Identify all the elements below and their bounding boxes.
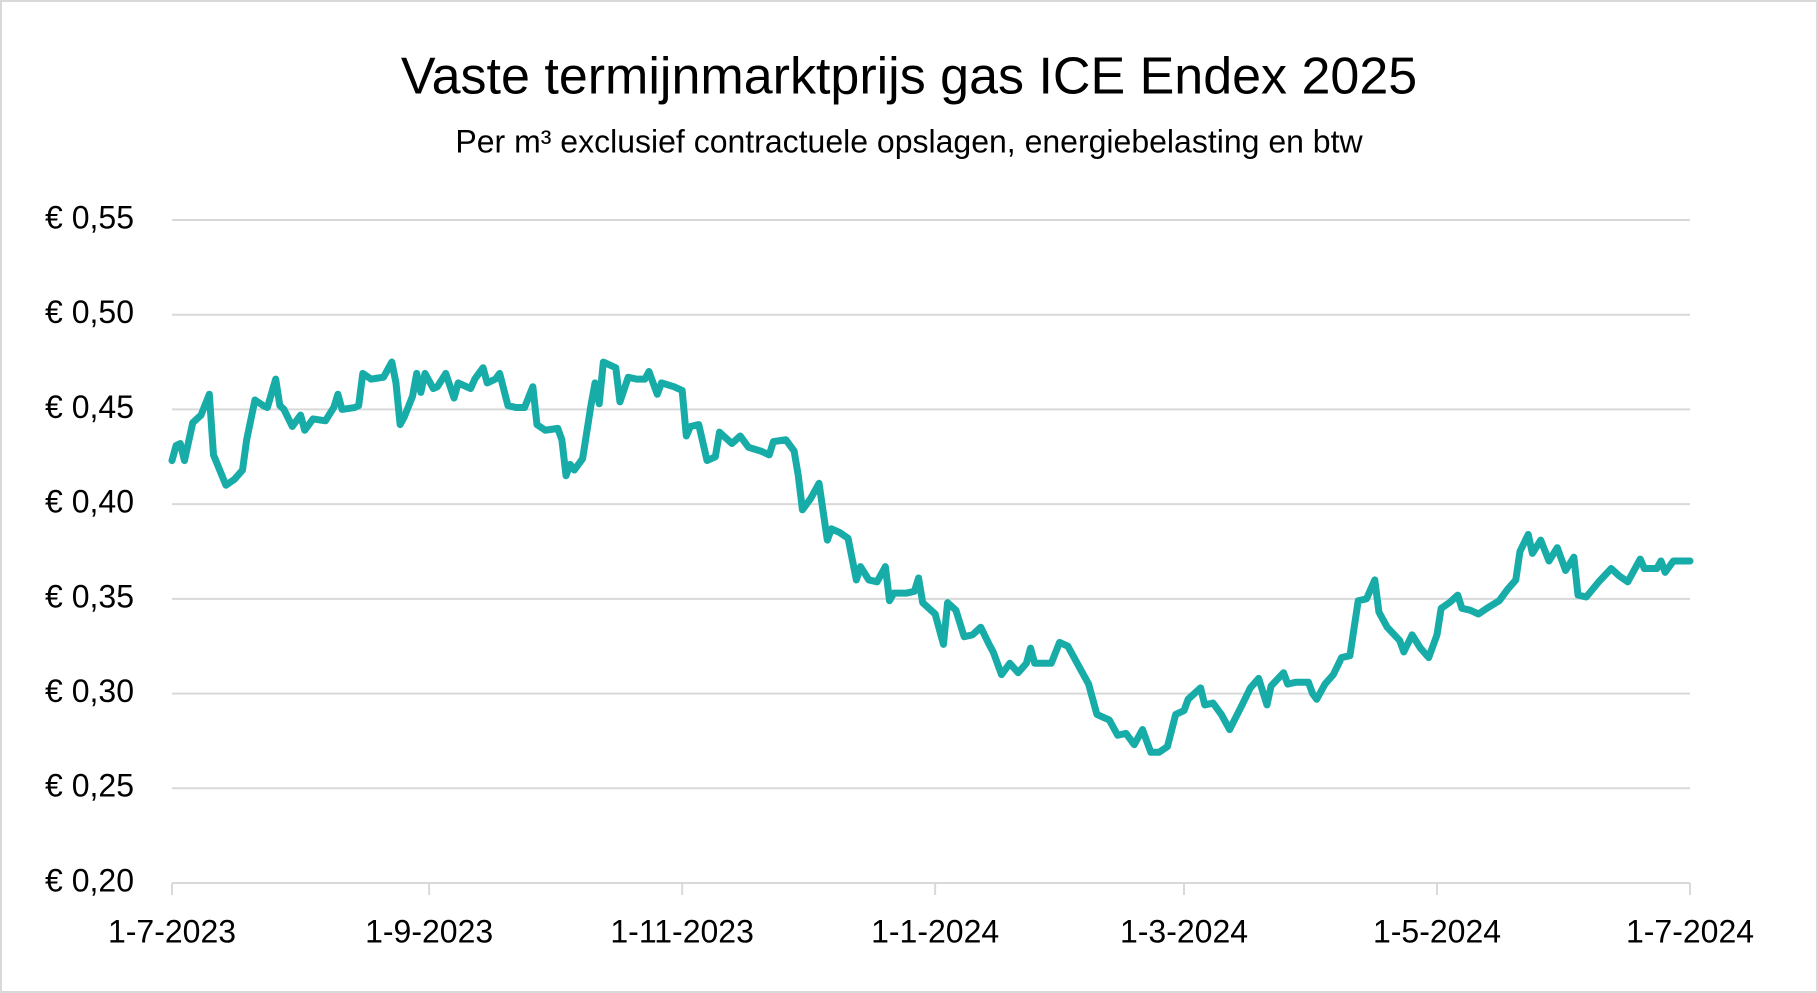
y-tick-label: € 0,20 xyxy=(45,862,134,898)
y-tick-label: € 0,35 xyxy=(45,578,134,614)
x-tick-label: 1-7-2024 xyxy=(1626,913,1754,949)
data-line xyxy=(168,358,1694,756)
y-tick-label: € 0,55 xyxy=(45,199,134,235)
y-tick-label: € 0,40 xyxy=(45,484,134,520)
y-tick-label: € 0,45 xyxy=(45,389,134,425)
y-tick-label: € 0,50 xyxy=(45,294,134,330)
x-tick-label: 1-11-2023 xyxy=(610,913,754,949)
y-tick-label: € 0,30 xyxy=(45,673,134,709)
x-tick-label: 1-5-2024 xyxy=(1373,913,1501,949)
x-tick-label: 1-3-2024 xyxy=(1120,913,1248,949)
chart-subtitle: Per m³ exclusief contractuele opslagen, … xyxy=(455,123,1363,159)
x-tick-label: 1-1-2024 xyxy=(871,913,999,949)
y-tick-label: € 0,25 xyxy=(45,768,134,804)
x-tick-label: 1-9-2023 xyxy=(365,913,493,949)
chart-title: Vaste termijnmarktprijs gas ICE Endex 20… xyxy=(401,48,1417,106)
x-tick-label: 1-7-2023 xyxy=(108,913,236,949)
